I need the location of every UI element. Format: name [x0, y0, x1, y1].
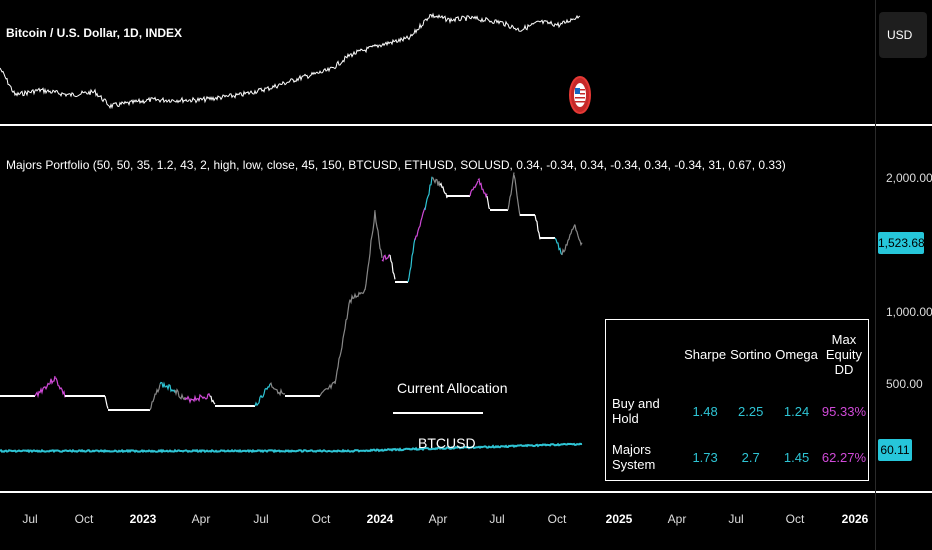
- allocation-divider: [393, 412, 483, 414]
- current-allocation-title: Current Allocation: [397, 380, 508, 396]
- y-tick-2000: 2,000.00: [886, 171, 932, 185]
- x-tick: 2025: [605, 512, 633, 526]
- x-tick: 2023: [129, 512, 157, 526]
- x-tick: Jul: [253, 512, 269, 526]
- equity-segment: [319, 380, 336, 397]
- equity-value-badge: 1,523.68: [878, 232, 925, 254]
- stats-sharpe: 1.48: [692, 403, 718, 419]
- stats-max-dd: 95.33%: [821, 403, 866, 419]
- equity-segment: [469, 180, 479, 197]
- x-tick: Oct: [74, 512, 94, 526]
- performance-stats-table: Sharpe Sortino Omega Max Equity DD Buy a…: [605, 319, 869, 481]
- price-axis-border: [875, 0, 876, 550]
- equity-segment: [431, 177, 441, 187]
- x-tick: 2026: [841, 512, 869, 526]
- x-tick: Jul: [489, 512, 505, 526]
- x-tick: Oct: [547, 512, 567, 526]
- currency-button[interactable]: USD: [879, 12, 927, 58]
- indicator-title[interactable]: Majors Portfolio (50, 50, 35, 1.2, 43, 2…: [6, 158, 786, 172]
- portfolio-equity-chart[interactable]: [0, 0, 875, 491]
- equity-segment: [184, 392, 211, 404]
- equity-segment: [389, 254, 396, 280]
- x-tick: Apr: [191, 512, 211, 526]
- equity-segment: [349, 288, 366, 305]
- equity-segment: [513, 174, 521, 217]
- equity-segment: [374, 211, 383, 258]
- equity-curve: [0, 172, 583, 411]
- y-tick-500: 500.00: [886, 377, 923, 391]
- btc-price-line: [0, 12, 581, 110]
- pane-separator-bottom: [0, 491, 932, 493]
- x-tick: Jul: [22, 512, 38, 526]
- equity-segment: [34, 375, 56, 399]
- stats-sharpe: 1.73: [692, 449, 718, 465]
- stats-row-label: Buy and Hold: [612, 396, 660, 427]
- x-tick: Apr: [428, 512, 448, 526]
- stats-omega: 1.45: [783, 449, 810, 465]
- equity-segment: [561, 224, 576, 256]
- equity-segment: [507, 172, 515, 211]
- x-tick: Jul: [728, 512, 744, 526]
- equity-segment: [269, 382, 286, 397]
- stats-header-blank: [606, 320, 682, 389]
- stats-max-dd: 62.27%: [821, 449, 866, 465]
- equity-segment: [334, 299, 351, 385]
- stats-omega: 1.24: [783, 403, 810, 419]
- x-tick: Oct: [311, 512, 331, 526]
- x-tick: 2024: [366, 512, 394, 526]
- stats-header-row: Sharpe Sortino Omega Max Equity DD: [606, 320, 868, 389]
- stats-header-omega: Omega: [775, 346, 818, 362]
- equity-segment: [534, 214, 541, 240]
- allocation-line: [0, 442, 583, 454]
- stats-row-buy-and-hold: Buy and Hold 1.48 2.25 1.24 95.33%: [606, 389, 868, 435]
- equity-segment: [209, 395, 216, 405]
- equity-segment: [414, 207, 426, 241]
- equity-segment: [149, 384, 161, 411]
- allocation-value-badge: 60.11: [878, 439, 912, 461]
- us-flag-event-icon[interactable]: [569, 75, 591, 115]
- equity-segment: [554, 237, 563, 256]
- stats-header-sortino: Sortino: [730, 346, 772, 362]
- equity-segment: [574, 224, 583, 247]
- x-tick: Oct: [785, 512, 805, 526]
- btc-price-chart[interactable]: [0, 0, 875, 125]
- equity-segment: [381, 254, 391, 262]
- stats-header-sharpe: Sharpe: [684, 346, 727, 362]
- equity-segment: [364, 210, 376, 291]
- equity-segment: [104, 395, 109, 409]
- symbol-title[interactable]: Bitcoin / U.S. Dollar, 1D, INDEX: [6, 26, 183, 40]
- equity-segment: [486, 195, 491, 210]
- y-tick-1000: 1,000.00: [886, 305, 932, 319]
- stats-sortino: 2.25: [738, 403, 764, 419]
- equity-segment: [439, 182, 448, 199]
- stats-header-max-dd: Max Equity DD: [825, 331, 863, 377]
- stats-sortino: 2.7: [741, 449, 760, 465]
- equity-segment: [254, 383, 271, 407]
- equity-segment: [159, 381, 176, 393]
- equity-segment: [424, 176, 433, 211]
- equity-segment: [407, 238, 416, 283]
- equity-segment: [477, 177, 488, 199]
- stats-row-majors-system: Majors System 1.73 2.7 1.45 62.27%: [606, 434, 868, 480]
- equity-segment: [54, 377, 66, 398]
- stats-row-label: Majors System: [612, 442, 656, 473]
- x-tick: Apr: [667, 512, 687, 526]
- current-allocation-asset: BTCUSD: [418, 435, 476, 451]
- equity-segment: [174, 388, 186, 401]
- pane-separator-top[interactable]: [0, 124, 932, 126]
